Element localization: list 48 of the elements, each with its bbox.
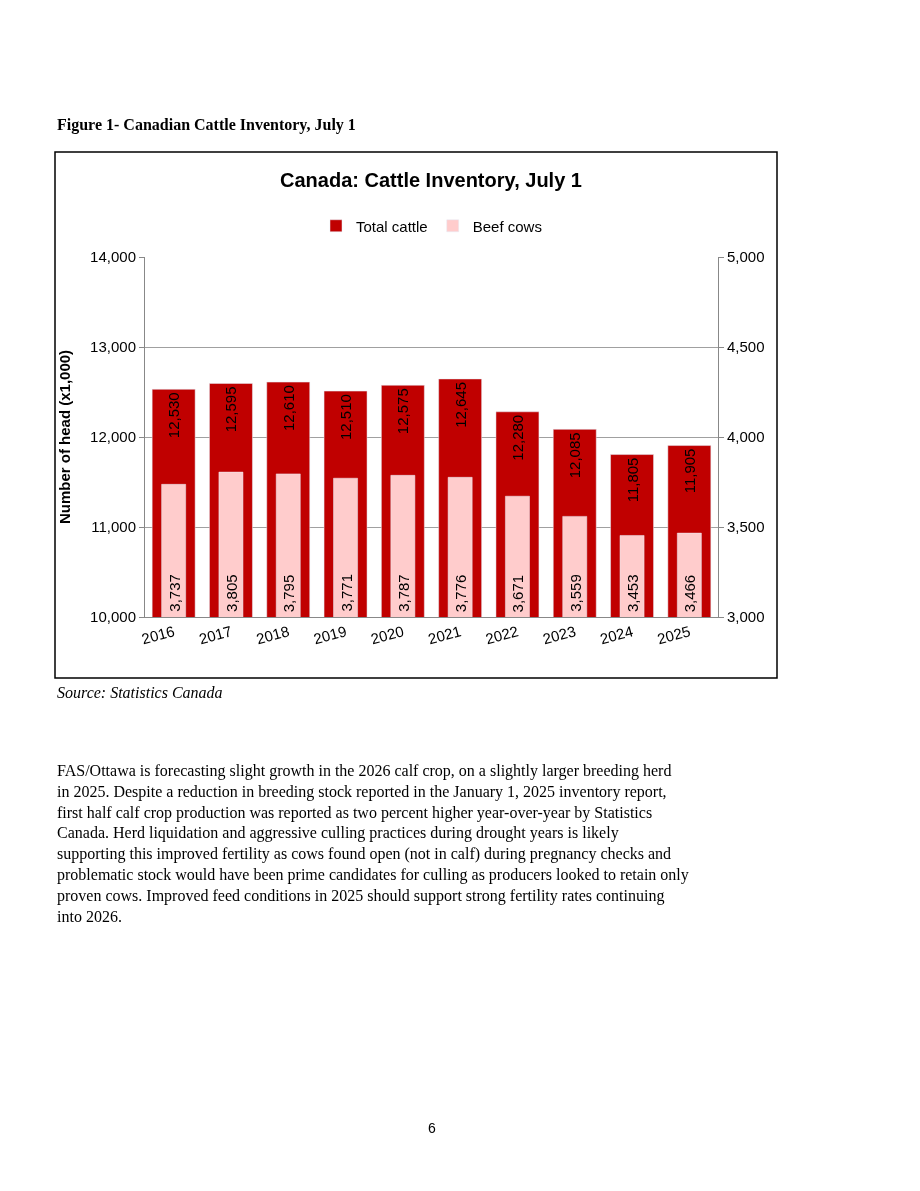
data-label: 12,610 [279,385,297,431]
chart-title: Canada: Cattle Inventory, July 1 [280,169,582,191]
y-tick-label: 13,000 [90,338,136,356]
x-tick-label: 2023 [540,622,578,648]
data-label: 3,453 [624,574,642,613]
legend-label: Beef cows [472,217,542,235]
y-axis-title: Number of head (x1,000) [56,349,74,525]
data-label: 11,905 [680,448,698,494]
x-tick-label: 2021 [426,622,463,648]
data-label: 3,776 [452,574,470,613]
data-label: 12,595 [222,386,240,433]
data-label: 3,795 [280,574,298,613]
y-tick-label: 12,000 [90,428,136,446]
data-label: 12,645 [451,381,469,428]
data-label: 3,771 [337,574,355,612]
data-label: 3,787 [394,574,412,612]
y2-tick-label: 4,000 [727,428,765,446]
data-label: 12,280 [508,414,526,461]
data-label: 11,805 [623,457,641,503]
y-tick-label: 14,000 [90,248,136,266]
y2-tick-label: 5,000 [727,248,765,266]
text: 6 [428,1120,436,1136]
x-tick-label: 2024 [598,622,635,648]
x-tick-label: 2025 [655,622,693,648]
x-tick-label: 2022 [483,622,521,648]
x-tick-label: 2016 [139,622,177,648]
y-tick-label: 10,000 [90,608,136,626]
y-tick-label: 11,000 [91,518,136,536]
source-note: Source: Statistics Canada [57,684,223,701]
legend-label: Total cattle [356,217,428,235]
y2-tick-label: 3,000 [727,608,765,626]
data-label: 3,466 [681,574,699,613]
data-label: 12,530 [165,392,183,439]
text: FAS/Ottawa is forecasting slight growth in the 2026 calf crop, on a slightly larger breeding herd in 2025. Despite a reduction in breeding stock reported in the January 1, 2025 inventory report, first half calf crop production was reported as two percent higher year-over-year by Statistics Canada. Herd liquidation and aggressive culling practices during drought years is likely supporting this improved fertility as cows found open (not in calf) during pregnancy checks and problematic stock would have been prime candidates for culling as producers looked to retain only proven cows. Improved feed conditions in 2025 should support strong fertility rates continuing into 2026. [57,762,689,925]
data-label: 12,510 [337,394,355,440]
x-tick-label: 2017 [197,622,234,648]
data-label: 3,671 [509,574,527,613]
caption: Figure 1- Canadian Cattle Inventory, July 1 [57,116,356,134]
data-label: 3,737 [165,574,183,612]
x-tick-label: 2018 [254,622,291,648]
y2-tick-label: 3,500 [727,518,765,536]
data-label: 12,575 [394,388,412,435]
x-tick-label: 2019 [311,622,349,648]
data-label: 12,085 [566,432,584,479]
y2-tick-label: 4,500 [727,338,765,356]
x-tick-label: 2020 [368,622,406,648]
data-label: 3,559 [566,574,584,612]
data-label: 3,805 [222,574,240,612]
